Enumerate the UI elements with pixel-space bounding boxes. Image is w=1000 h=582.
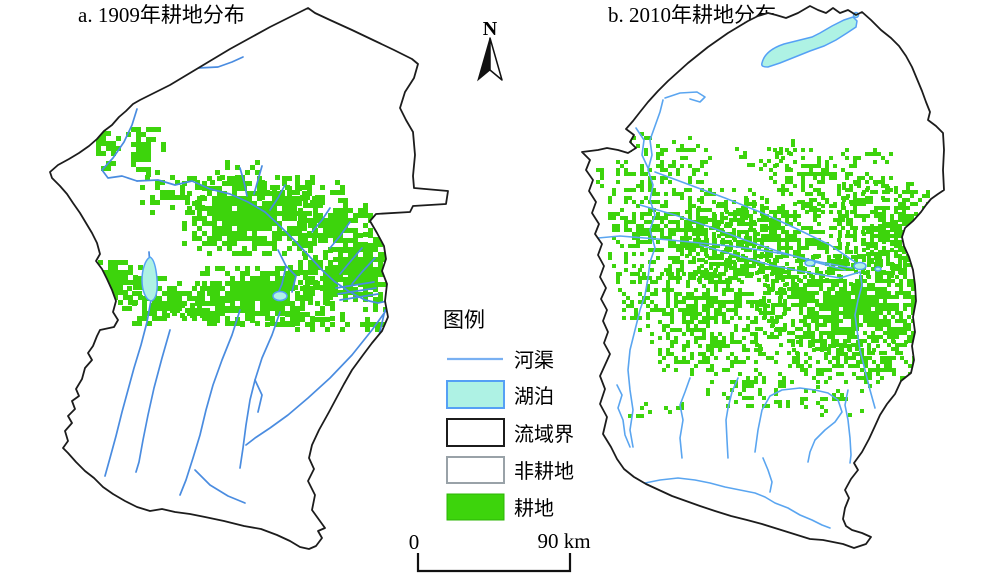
legend-item-non-cultivated: 非耕地 bbox=[446, 456, 574, 484]
lake-swatch-icon bbox=[446, 380, 505, 409]
small-lake-1909 bbox=[272, 290, 288, 302]
legend-label-river: 河渠 bbox=[514, 349, 554, 372]
basin-boundary-swatch-icon bbox=[446, 418, 505, 447]
north-arrow: N bbox=[477, 18, 503, 82]
legend-item-basin-boundary: 流域界 bbox=[446, 418, 574, 447]
legend-label-lake: 湖泊 bbox=[514, 385, 554, 408]
scale-end-label: 90 km bbox=[537, 529, 590, 553]
scale-start-label: 0 bbox=[409, 530, 420, 554]
legend: 图例 河渠 湖泊 流域界 非耕地 耕地 bbox=[443, 308, 574, 521]
non-cultivated-swatch-icon bbox=[446, 456, 505, 484]
small-lake-2010-2 bbox=[853, 261, 867, 271]
panel-title-1909: a. 1909年耕地分布 bbox=[78, 3, 245, 27]
north-arrow-right-icon bbox=[489, 37, 503, 81]
cultivated-land-2010 bbox=[596, 132, 944, 418]
legend-title: 图例 bbox=[443, 308, 485, 332]
legend-item-lake: 湖泊 bbox=[446, 380, 554, 409]
legend-label-basin-boundary: 流域界 bbox=[514, 423, 574, 446]
small-lake-2010-1 bbox=[804, 259, 816, 267]
cultivated-swatch-icon bbox=[446, 493, 505, 521]
small-lake-2010-3 bbox=[874, 266, 882, 272]
north-arrow-left-icon bbox=[477, 37, 491, 82]
north-label: N bbox=[483, 18, 498, 40]
legend-label-cultivated: 耕地 bbox=[514, 497, 554, 520]
scale-bracket bbox=[416, 553, 572, 573]
scale-bar: 0 90 km bbox=[409, 529, 591, 573]
legend-label-non-cultivated: 非耕地 bbox=[514, 460, 574, 483]
map-panel-1909: a. 1909年耕地分布 bbox=[49, 3, 449, 550]
river-network-1909 bbox=[101, 56, 393, 504]
legend-item-river: 河渠 bbox=[447, 349, 554, 372]
legend-item-cultivated: 耕地 bbox=[446, 493, 554, 521]
lake-1909 bbox=[141, 256, 158, 302]
map-panel-2010: b. 2010年耕地分布 bbox=[581, 3, 945, 549]
lake-2010 bbox=[761, 16, 858, 68]
